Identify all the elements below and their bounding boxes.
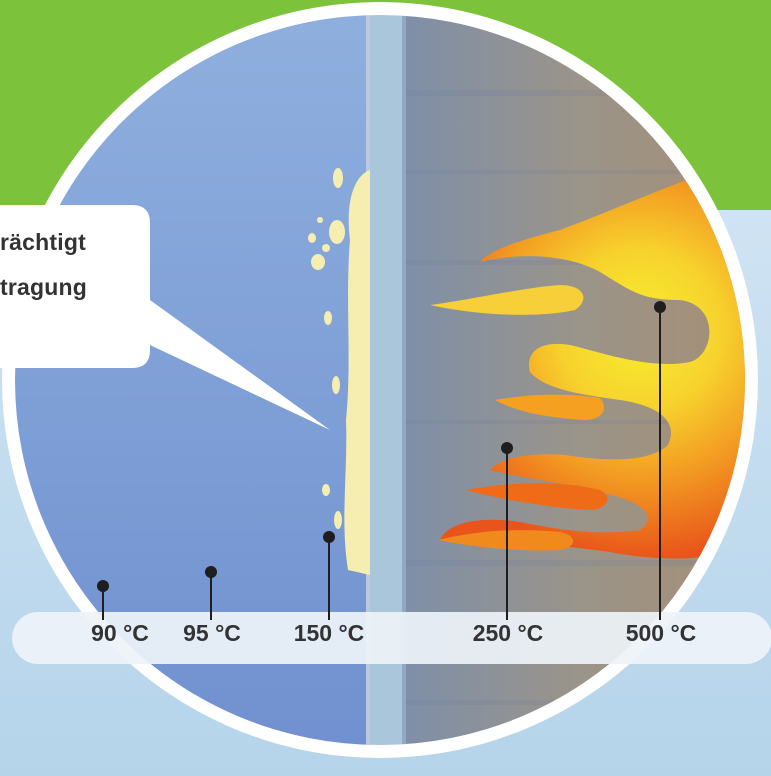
temp-label-500: 500 °C <box>625 620 697 646</box>
intumescent-coating <box>308 168 370 575</box>
marker-150 <box>323 531 335 620</box>
callout-pointer <box>150 300 330 430</box>
temperature-markers <box>97 301 666 620</box>
temp-label-90: 90 °C <box>91 620 149 646</box>
marker-500 <box>654 301 666 620</box>
flame-tongue-1 <box>430 285 584 315</box>
temp-label-150: 150 °C <box>293 620 365 646</box>
flame-tongue-4 <box>438 530 574 551</box>
wall-right-edge <box>402 15 406 745</box>
marker-95 <box>205 566 217 620</box>
callout-line-2: tragung <box>0 274 87 300</box>
temperature-label-band <box>12 612 771 664</box>
flame-body <box>440 150 745 559</box>
marker-250 <box>501 442 513 620</box>
callout-line-1: rächtigt <box>0 229 86 255</box>
fire <box>430 150 745 559</box>
flame-tongue-3 <box>465 483 608 510</box>
callout-box <box>0 205 150 368</box>
marker-90 <box>97 580 109 620</box>
flame-tongue-2 <box>495 394 605 420</box>
temp-label-250: 250 °C <box>472 620 544 646</box>
temp-label-95: 95 °C <box>183 620 241 646</box>
